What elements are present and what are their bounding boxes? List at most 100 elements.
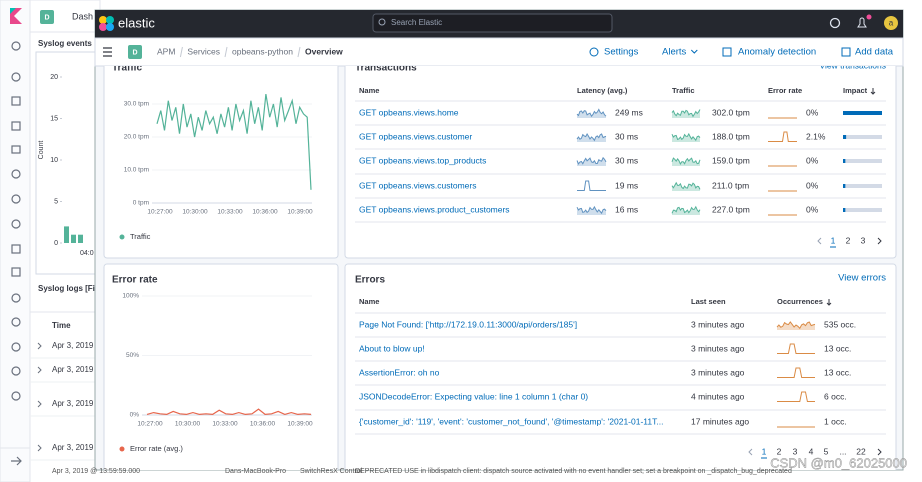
transaction-link[interactable]: GET opbeans.views.home <box>359 107 459 117</box>
error-rate-value: 2.1% <box>806 131 826 141</box>
breadcrumb[interactable]: opbeans-python <box>232 46 293 56</box>
page-number[interactable]: 2 <box>777 446 782 456</box>
page-number[interactable]: 4 <box>809 446 814 456</box>
x-tick-label: 10:33:00 <box>217 209 243 216</box>
page-number[interactable]: 3 <box>861 235 866 245</box>
y-tick-label: 10.0 tpm <box>124 167 149 174</box>
elastic-logo[interactable] <box>99 16 114 31</box>
breadcrumb-separator <box>297 46 301 58</box>
logo-dot <box>106 16 114 24</box>
x-tick-label: 04:0 <box>80 250 94 257</box>
legend-dot <box>119 446 125 452</box>
logo-dot <box>106 23 114 31</box>
error-link[interactable]: About to blow up! <box>359 343 425 353</box>
action-icon <box>589 47 599 57</box>
expand-icon[interactable] <box>37 400 42 408</box>
news-icon[interactable] <box>857 17 867 28</box>
page-number[interactable]: 1 <box>762 446 767 456</box>
page-number[interactable]: ... <box>839 446 846 456</box>
nav-icon[interactable] <box>11 41 21 51</box>
occurrences: 13 occ. <box>824 367 851 377</box>
last-seen: 3 minutes ago <box>691 343 745 353</box>
breadcrumb[interactable]: Services <box>187 46 220 56</box>
page-prev[interactable] <box>748 448 753 456</box>
kibana-logo-part <box>10 8 16 14</box>
sort-icon <box>870 88 876 95</box>
collapse-icon[interactable] <box>11 456 22 466</box>
nav-action[interactable]: Anomaly detection <box>738 47 816 58</box>
sparkline <box>777 391 815 402</box>
kibana-logo[interactable] <box>10 8 22 24</box>
nav-icon[interactable] <box>11 219 21 229</box>
error-link[interactable]: {'customer_id': '119', 'event': 'custome… <box>359 416 663 426</box>
expand-icon[interactable] <box>37 366 42 374</box>
nav-action[interactable]: Alerts <box>662 47 687 58</box>
bg-space-badge[interactable] <box>40 10 54 24</box>
nav-icon[interactable] <box>11 391 21 401</box>
page-next[interactable] <box>877 448 882 456</box>
expand-icon[interactable] <box>37 342 42 350</box>
page-number[interactable]: 2 <box>846 235 851 245</box>
transaction-link[interactable]: GET opbeans.views.customers <box>359 180 476 190</box>
error-link[interactable]: Page Not Found: ['http://172.19.0.11:300… <box>359 319 577 329</box>
expand-icon[interactable] <box>37 444 42 452</box>
error-link[interactable]: AssertionError: oh no <box>359 367 440 377</box>
transaction-link[interactable]: GET opbeans.views.product_customers <box>359 204 510 214</box>
transaction-link[interactable]: GET opbeans.views.top_products <box>359 155 486 165</box>
last-seen: 17 minutes ago <box>691 416 749 426</box>
breadcrumb[interactable]: APM <box>157 46 175 56</box>
nav-icon[interactable] <box>11 96 21 106</box>
nav-icon[interactable] <box>11 267 21 277</box>
errors-panel <box>344 263 897 470</box>
page-prev[interactable] <box>817 237 822 245</box>
panel-link[interactable]: View errors <box>838 273 886 284</box>
nav-action[interactable]: Settings <box>604 47 639 58</box>
transactions-panel <box>344 66 897 259</box>
nav-icon[interactable] <box>11 293 21 303</box>
nav-icon[interactable] <box>11 194 21 204</box>
occurrences: 1 occ. <box>824 416 847 426</box>
traffic-value: 159.0 tpm <box>712 155 750 165</box>
badge-text: D <box>44 14 49 21</box>
logo-dot <box>99 16 107 24</box>
log-time: Apr 3, 2019 <box>52 365 94 374</box>
space-badge[interactable] <box>128 45 142 59</box>
breadcrumb-separator <box>179 46 183 58</box>
nav-icon[interactable] <box>11 366 21 376</box>
page-number[interactable]: 22 <box>856 446 866 456</box>
impact-bar <box>843 184 846 188</box>
nav-icon[interactable] <box>11 244 21 254</box>
nav-action[interactable]: Add data <box>855 47 894 58</box>
sparkline <box>576 133 607 142</box>
nav-icon[interactable] <box>11 342 21 352</box>
page-next[interactable] <box>877 237 882 245</box>
error-link[interactable]: JSONDecodeError: Expecting value: line 1… <box>359 391 588 401</box>
impact-bar <box>843 159 846 163</box>
x-tick-label: 10:27:00 <box>137 421 163 428</box>
nav-icon[interactable] <box>11 317 21 327</box>
sparkline <box>576 205 607 215</box>
column-header: Name <box>359 86 379 95</box>
menu-button[interactable] <box>103 47 112 57</box>
bar <box>71 234 76 243</box>
axis-label: Count <box>38 141 45 160</box>
traffic-value: 227.0 tpm <box>712 204 750 214</box>
search-box[interactable] <box>372 13 613 33</box>
column-header: Occurrences <box>777 297 823 306</box>
panel-link[interactable]: View transactions <box>820 60 886 70</box>
x-tick-label: 10:36:00 <box>252 209 278 216</box>
avatar[interactable] <box>884 16 898 30</box>
sparkline-area <box>672 109 700 118</box>
nav-icon[interactable] <box>11 145 21 154</box>
page-number[interactable]: 5 <box>824 446 829 456</box>
help-icon[interactable] <box>829 17 841 29</box>
nav-icon[interactable] <box>11 121 21 131</box>
nav-icon[interactable] <box>11 72 21 82</box>
page-number[interactable]: 3 <box>793 446 798 456</box>
column-header: Traffic <box>672 86 695 95</box>
nav-icon[interactable] <box>11 169 21 179</box>
transaction-link[interactable]: GET opbeans.views.customer <box>359 131 472 141</box>
log-time: Apr 3, 2019 <box>52 341 94 350</box>
page-number[interactable]: 1 <box>831 235 836 245</box>
bar <box>64 226 69 243</box>
